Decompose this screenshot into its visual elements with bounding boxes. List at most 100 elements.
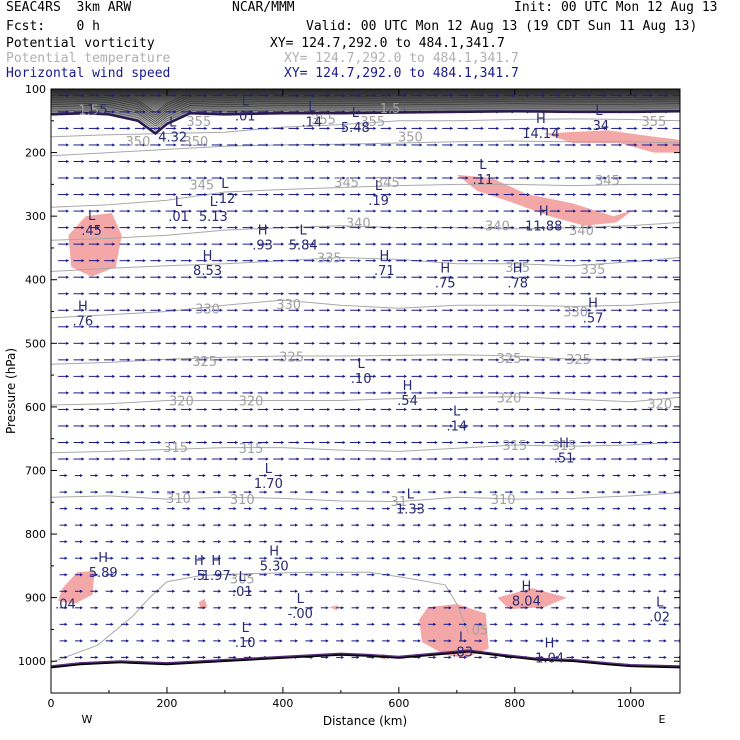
- extremum-marker: H.54: [397, 379, 418, 409]
- extremum-marker: H1.04: [535, 637, 564, 667]
- wind-arrow-head: [158, 176, 162, 180]
- wind-arrow-head: [388, 341, 392, 345]
- wind-arrow: [274, 540, 283, 544]
- wind-arrow: [396, 209, 408, 213]
- wind-arrow-head: [219, 192, 223, 197]
- wind-arrow-head: [342, 374, 346, 378]
- wind-arrow-head: [188, 159, 192, 164]
- wind-arrow: [580, 226, 592, 230]
- wind-arrow: [319, 143, 331, 147]
- wind-arrow-head: [112, 226, 116, 230]
- wind-arrow-head: [127, 407, 131, 412]
- wind-arrow: [657, 391, 669, 395]
- wind-arrow-head: [496, 407, 500, 412]
- wind-arrow: [273, 226, 285, 230]
- wind-arrow: [74, 473, 83, 478]
- wind-arrow-head: [542, 242, 546, 246]
- extremum-value: 5.13: [199, 210, 228, 225]
- wind-arrow-head: [433, 655, 437, 659]
- wind-arrow-head: [373, 259, 377, 263]
- extremum-kind: L: [459, 630, 467, 645]
- wind-arrow: [426, 159, 438, 164]
- wind-arrow-head: [265, 341, 269, 345]
- wind-arrow: [334, 209, 346, 213]
- wind-arrow: [90, 589, 99, 593]
- wind-arrow-head: [233, 655, 237, 659]
- wind-arrow-head: [634, 226, 638, 230]
- theta-isentrope-345: [51, 183, 680, 208]
- wind-arrow: [288, 126, 300, 131]
- wind-arrow: [320, 589, 329, 593]
- wind-arrow-head: [434, 159, 438, 164]
- wind-arrow-head: [142, 209, 146, 213]
- wind-arrow-head: [265, 93, 269, 97]
- wind-arrow: [611, 457, 623, 461]
- wind-arrow-head: [603, 440, 607, 445]
- wind-arrow: [488, 259, 500, 263]
- wind-arrow: [641, 457, 653, 461]
- wind-arrow: [227, 143, 239, 147]
- wind-arrow: [472, 341, 484, 345]
- theta-label: 345: [595, 174, 620, 189]
- wind-arrow: [320, 606, 329, 610]
- wind-arrow: [672, 194, 680, 196]
- wind-arrow: [104, 407, 116, 412]
- wind-arrow: [397, 573, 406, 577]
- wind-arrow-head: [573, 358, 577, 362]
- wind-arrow: [595, 341, 607, 345]
- theta-label: 320: [169, 395, 194, 410]
- wind-arrow: [196, 440, 208, 445]
- extremum-kind: L: [265, 462, 273, 477]
- wind-arrow-head: [112, 143, 116, 147]
- wind-arrow: [442, 143, 454, 147]
- wind-arrow-head: [525, 606, 529, 610]
- wind-arrow: [442, 374, 454, 378]
- wind-arrow: [565, 308, 577, 312]
- wind-arrow-head: [202, 540, 206, 544]
- wind-arrow: [180, 259, 192, 263]
- wind-arrow: [165, 424, 177, 428]
- wind-arrow: [535, 589, 544, 593]
- wind-arrow: [303, 341, 315, 345]
- wind-arrow-head: [373, 192, 377, 197]
- wind-arrow: [59, 573, 68, 577]
- wind-arrow-head: [433, 523, 437, 527]
- wind-arrow-head: [325, 556, 329, 560]
- wind-arrow-head: [81, 259, 85, 263]
- wind-arrow-head: [371, 523, 375, 527]
- wind-arrow: [365, 391, 377, 395]
- wind-arrow-head: [158, 407, 162, 412]
- wind-arrow: [196, 259, 208, 263]
- wind-arrow-head: [110, 655, 114, 659]
- wind-arrow-head: [81, 275, 85, 279]
- wind-arrow-head: [281, 275, 285, 279]
- wind-arrow-head: [357, 374, 361, 378]
- wind-arrow-head: [540, 622, 544, 626]
- wind-arrow: [180, 209, 192, 213]
- extremum-marker: H11.88: [525, 204, 562, 234]
- wind-arrow: [288, 341, 300, 345]
- wind-arrow-head: [281, 143, 285, 147]
- wind-arrow-head: [571, 573, 575, 577]
- pv-contour-line: [51, 96, 680, 120]
- wind-arrow: [534, 143, 546, 147]
- extremum-marker: H.75: [435, 262, 456, 292]
- wind-arrow: [382, 507, 391, 511]
- wind-arrow: [197, 523, 206, 527]
- wind-arrow-head: [525, 556, 529, 560]
- wind-arrow: [580, 209, 592, 213]
- pv-shaded-region: [419, 604, 489, 658]
- surface-pv-line: [51, 649, 680, 668]
- wind-arrow-head: [419, 93, 423, 97]
- wind-arrow: [457, 209, 469, 213]
- wind-arrow: [319, 457, 331, 461]
- wind-arrow-head: [511, 259, 515, 263]
- wind-arrow-head: [373, 457, 377, 461]
- wind-arrow-head: [110, 573, 114, 577]
- wind-arrow-head: [496, 457, 500, 461]
- wind-arrow-head: [540, 589, 544, 593]
- wind-arrow: [565, 226, 577, 230]
- wind-arrow-head: [371, 622, 375, 626]
- wind-arrow: [104, 93, 116, 97]
- wind-arrow: [457, 275, 469, 279]
